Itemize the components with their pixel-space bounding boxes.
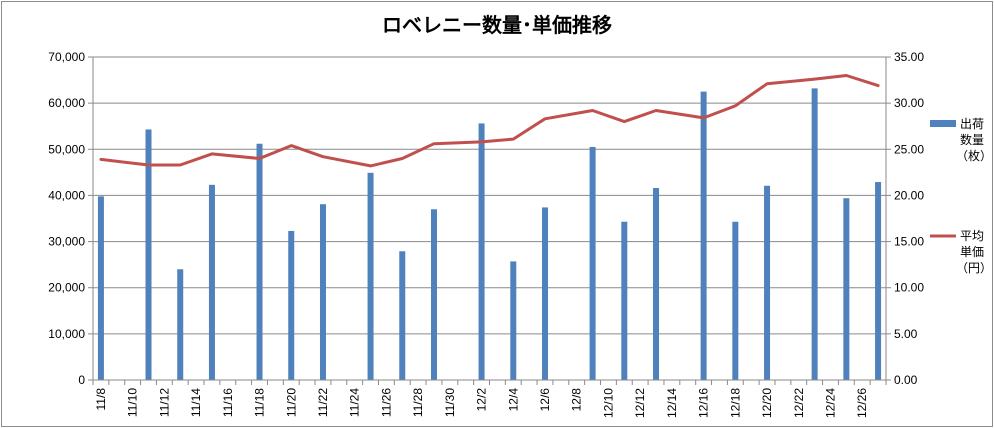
y-left-tick-label: 40,000 <box>48 188 85 202</box>
x-tick-label: 12/2 <box>475 388 489 412</box>
bar <box>97 196 104 380</box>
bar <box>478 123 485 381</box>
bar <box>510 261 517 380</box>
bar <box>875 182 882 380</box>
x-tick-label: 12/16 <box>697 388 711 418</box>
x-tick-label: 12/24 <box>823 388 837 418</box>
x-tick-label: 12/26 <box>855 388 869 418</box>
y-axis-right: 0.00 5.00 10.00 15.00 20.00 25.00 30.00 35.00 <box>886 50 924 387</box>
x-tick-label: 12/8 <box>570 388 584 412</box>
x-axis: 11/8 11/10 11/12 11/14 11/16 11/18 11/20 11/22 1… <box>92 380 887 418</box>
y-left-tick-label: 0 <box>78 373 85 387</box>
bar <box>589 146 596 380</box>
chart-title: ロベレニー数量･単価推移 <box>382 13 612 37</box>
bar <box>145 129 152 380</box>
bar <box>653 188 660 380</box>
bar <box>700 91 707 380</box>
x-tick-label: 12/14 <box>665 388 679 418</box>
x-tick-label: 11/8 <box>94 388 108 411</box>
y-axis-left: 0 10,000 20,000 30,000 40,000 50,000 60,000 70,… <box>48 50 93 387</box>
y-left-tick-label: 10,000 <box>48 327 85 341</box>
y-left-tick-label: 20,000 <box>48 281 85 295</box>
x-tick-label: 12/12 <box>633 388 647 418</box>
bar <box>843 198 850 380</box>
bar <box>288 230 295 380</box>
y-left-tick-label: 70,000 <box>48 50 85 64</box>
x-tick-label: 12/6 <box>538 388 552 412</box>
x-tick-label: 11/28 <box>411 388 425 417</box>
bar <box>256 143 263 380</box>
bar <box>177 269 184 380</box>
bar <box>542 207 549 380</box>
bar <box>621 221 628 380</box>
y-left-tick-label: 60,000 <box>48 96 85 110</box>
x-tick-label: 12/20 <box>760 388 774 418</box>
x-tick-label: 11/20 <box>284 388 298 417</box>
y-right-tick-label: 15.00 <box>894 235 924 249</box>
legend-label-price: （円） <box>956 261 992 275</box>
legend-label-price: 平均 <box>960 229 984 243</box>
y-right-tick-label: 0.00 <box>894 373 918 387</box>
x-tick-label: 12/22 <box>792 388 806 418</box>
legend-label-quantity: （枚） <box>956 148 992 163</box>
bar <box>208 184 215 380</box>
bar-series <box>97 88 882 381</box>
x-tick-label: 11/22 <box>316 388 330 417</box>
y-right-tick-label: 30.00 <box>894 96 924 110</box>
y-right-tick-label: 20.00 <box>894 188 924 202</box>
line-series <box>99 74 880 168</box>
x-tick-label: 11/26 <box>379 388 393 417</box>
grid-lines <box>93 56 886 335</box>
x-tick-label: 11/14 <box>189 388 203 417</box>
x-tick-label: 11/10 <box>126 388 140 417</box>
legend-label-price: 単価 <box>960 245 984 259</box>
x-tick-label: 12/10 <box>601 388 615 418</box>
y-right-tick-label: 5.00 <box>894 327 918 341</box>
y-right-tick-label: 10.00 <box>894 281 924 295</box>
y-right-tick-label: 35.00 <box>894 50 924 64</box>
x-tick-label: 11/12 <box>157 388 171 417</box>
x-tick-label: 11/24 <box>348 388 362 417</box>
bar <box>399 251 406 380</box>
bar <box>367 172 374 380</box>
legend-bar-marker <box>930 120 956 127</box>
bar <box>732 221 739 380</box>
bar <box>430 209 437 380</box>
legend-label-quantity: 出荷 <box>960 117 984 131</box>
y-right-tick-label: 25.00 <box>894 142 924 156</box>
bar <box>319 204 326 380</box>
legend-label-quantity: 数量 <box>960 132 984 147</box>
bar <box>764 185 771 380</box>
x-tick-label: 12/18 <box>728 388 742 418</box>
x-tick-label: 11/30 <box>443 388 457 417</box>
line-path <box>99 74 880 168</box>
x-tick-label: 11/16 <box>221 388 235 417</box>
y-left-tick-label: 30,000 <box>48 235 85 249</box>
bar <box>811 88 818 381</box>
x-tick-label: 11/18 <box>253 388 267 417</box>
x-tick-label: 12/4 <box>506 388 520 412</box>
y-left-tick-label: 50,000 <box>48 142 85 156</box>
